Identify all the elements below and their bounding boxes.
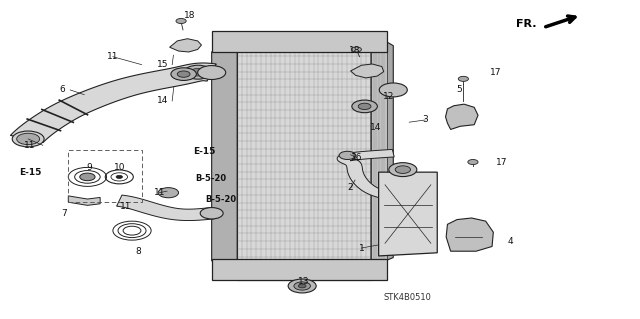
Polygon shape xyxy=(445,104,478,130)
Text: E-15: E-15 xyxy=(19,168,41,177)
Text: 6: 6 xyxy=(59,85,65,94)
Circle shape xyxy=(17,133,40,145)
Text: 7: 7 xyxy=(61,209,67,218)
Text: 4: 4 xyxy=(507,237,513,246)
Circle shape xyxy=(358,103,371,109)
Circle shape xyxy=(177,71,190,77)
Text: 12: 12 xyxy=(383,92,394,101)
Circle shape xyxy=(298,284,306,288)
Circle shape xyxy=(458,76,468,81)
Text: STK4B0510: STK4B0510 xyxy=(384,293,432,301)
Circle shape xyxy=(171,68,196,80)
Text: 11: 11 xyxy=(24,141,36,150)
Circle shape xyxy=(468,160,478,165)
Text: 11: 11 xyxy=(154,188,165,197)
Text: 5: 5 xyxy=(456,85,462,94)
Bar xyxy=(68,150,141,202)
Text: 8: 8 xyxy=(136,247,141,256)
Polygon shape xyxy=(379,172,437,256)
Bar xyxy=(371,46,387,267)
Circle shape xyxy=(351,47,362,52)
Text: 9: 9 xyxy=(86,163,92,172)
Polygon shape xyxy=(212,33,237,280)
Text: B-5-20: B-5-20 xyxy=(195,174,226,183)
Circle shape xyxy=(389,163,417,177)
Text: 14: 14 xyxy=(157,97,168,106)
Text: 18: 18 xyxy=(349,46,361,55)
Text: 11: 11 xyxy=(107,52,118,61)
Bar xyxy=(237,33,371,280)
Circle shape xyxy=(288,279,316,293)
Text: 11: 11 xyxy=(120,203,131,211)
Text: 18: 18 xyxy=(184,11,195,20)
Polygon shape xyxy=(116,195,214,220)
Text: 1: 1 xyxy=(358,243,364,253)
Circle shape xyxy=(176,19,186,24)
Polygon shape xyxy=(351,64,384,78)
Text: 16: 16 xyxy=(351,153,363,162)
Circle shape xyxy=(198,66,226,79)
Circle shape xyxy=(200,208,223,219)
Text: 3: 3 xyxy=(422,115,428,124)
Text: 17: 17 xyxy=(490,68,501,77)
Circle shape xyxy=(80,173,95,181)
Circle shape xyxy=(12,131,44,147)
Text: 13: 13 xyxy=(298,277,310,286)
Circle shape xyxy=(395,166,410,174)
Circle shape xyxy=(158,188,179,198)
Text: 2: 2 xyxy=(348,183,353,192)
Bar xyxy=(212,259,387,280)
Circle shape xyxy=(339,151,356,160)
Circle shape xyxy=(116,175,122,178)
Polygon shape xyxy=(446,218,493,251)
Circle shape xyxy=(190,68,205,76)
Text: 17: 17 xyxy=(496,158,508,167)
Text: 15: 15 xyxy=(157,60,168,69)
Text: E-15: E-15 xyxy=(193,147,215,156)
Circle shape xyxy=(380,83,407,97)
Circle shape xyxy=(294,282,310,290)
Text: FR.: FR. xyxy=(516,19,537,28)
Polygon shape xyxy=(371,33,394,267)
Text: 10: 10 xyxy=(113,163,125,172)
Circle shape xyxy=(184,65,212,79)
Text: B-5-20: B-5-20 xyxy=(205,195,237,204)
Polygon shape xyxy=(337,149,394,199)
Polygon shape xyxy=(10,63,216,143)
Text: 14: 14 xyxy=(371,123,382,132)
Circle shape xyxy=(352,100,378,113)
Polygon shape xyxy=(68,196,100,205)
Bar xyxy=(212,32,387,52)
Polygon shape xyxy=(170,39,202,52)
